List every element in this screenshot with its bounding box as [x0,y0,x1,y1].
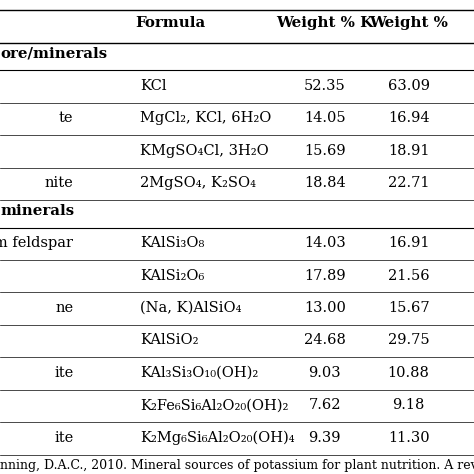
Text: K₂Mg₆Si₆Al₂O₂₀(OH)₄: K₂Mg₆Si₆Al₂O₂₀(OH)₄ [140,431,294,445]
Text: nite: nite [45,176,73,190]
Text: 17.89: 17.89 [304,269,346,283]
Text: (Na, K)AlSiO₄: (Na, K)AlSiO₄ [140,301,241,315]
Text: 9.39: 9.39 [309,431,341,445]
Text: m feldspar: m feldspar [0,236,73,250]
Text: 2MgSO₄, K₂SO₄: 2MgSO₄, K₂SO₄ [140,176,256,190]
Text: ite: ite [54,431,73,445]
Text: Formula: Formula [135,16,205,30]
Text: 9.03: 9.03 [309,366,341,380]
Text: K₂Fe₆Si₆Al₂O₂₀(OH)₂: K₂Fe₆Si₆Al₂O₂₀(OH)₂ [140,399,288,412]
Text: 22.71: 22.71 [388,176,429,190]
Text: nning, D.A.C., 2010. Mineral sources of potassium for plant nutrition. A review.: nning, D.A.C., 2010. Mineral sources of … [0,459,474,472]
Text: Weight % K: Weight % K [276,16,374,30]
Text: KCl: KCl [140,79,166,93]
Text: 21.56: 21.56 [388,269,429,283]
Text: 16.94: 16.94 [388,111,429,125]
Text: 14.05: 14.05 [304,111,346,125]
Text: ore/minerals: ore/minerals [0,46,107,61]
Text: KMgSO₄Cl, 3H₂O: KMgSO₄Cl, 3H₂O [140,144,269,158]
Text: 63.09: 63.09 [388,79,429,93]
Text: 11.30: 11.30 [388,431,429,445]
Text: KAlSi₂O₆: KAlSi₂O₆ [140,269,204,283]
Text: 15.67: 15.67 [388,301,429,315]
Text: 16.91: 16.91 [388,236,429,250]
Text: 18.91: 18.91 [388,144,429,158]
Text: 13.00: 13.00 [304,301,346,315]
Text: 10.88: 10.88 [388,366,429,380]
Text: Weight %: Weight % [369,16,448,30]
Text: KAlSiO₂: KAlSiO₂ [140,334,198,347]
Text: 52.35: 52.35 [304,79,346,93]
Text: 24.68: 24.68 [304,334,346,347]
Text: minerals: minerals [0,204,74,218]
Text: 29.75: 29.75 [388,334,429,347]
Text: 14.03: 14.03 [304,236,346,250]
Text: 9.18: 9.18 [392,399,425,412]
Text: 18.84: 18.84 [304,176,346,190]
Text: ne: ne [55,301,73,315]
Text: KAl₃Si₃O₁₀(OH)₂: KAl₃Si₃O₁₀(OH)₂ [140,366,258,380]
Text: ite: ite [54,366,73,380]
Text: 15.69: 15.69 [304,144,346,158]
Text: KAlSi₃O₈: KAlSi₃O₈ [140,236,204,250]
Text: MgCl₂, KCl, 6H₂O: MgCl₂, KCl, 6H₂O [140,111,271,125]
Text: te: te [59,111,73,125]
Text: 7.62: 7.62 [309,399,341,412]
